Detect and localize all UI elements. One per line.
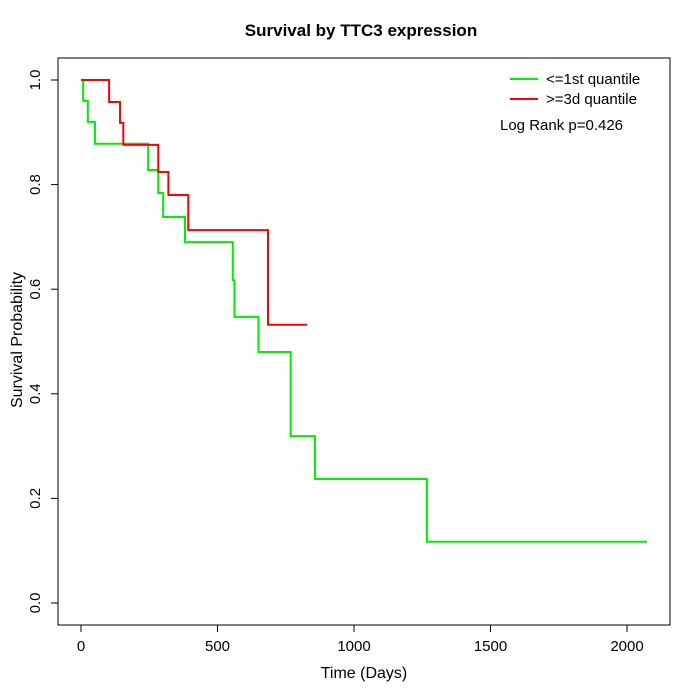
x-axis-ticks: 0 500 1000 1500 2000 bbox=[77, 625, 644, 655]
y-tick-label: 0.2 bbox=[27, 488, 44, 509]
y-tick-label: 0.4 bbox=[27, 383, 44, 404]
x-tick-label: 500 bbox=[205, 638, 230, 655]
legend-label-high-quantile: >=3d quantile bbox=[546, 91, 637, 108]
y-axis-ticks: 0.0 0.2 0.4 0.6 0.8 1.0 bbox=[27, 70, 58, 614]
x-axis-label: Time (Days) bbox=[321, 665, 408, 682]
x-tick-label: 0 bbox=[77, 638, 85, 655]
y-tick-label: 0.6 bbox=[27, 279, 44, 300]
x-tick-label: 1000 bbox=[337, 638, 370, 655]
legend-label-low-quantile: <=1st quantile bbox=[546, 71, 640, 88]
plot-border bbox=[57, 57, 671, 626]
y-tick-label: 0.8 bbox=[27, 174, 44, 195]
series-curve-0 bbox=[81, 79, 647, 543]
y-axis-label: Survival Probability bbox=[9, 272, 26, 408]
chart-title: Survival by TTC3 expression bbox=[245, 21, 477, 40]
x-tick-label: 2000 bbox=[610, 638, 643, 655]
survival-curves bbox=[81, 79, 647, 543]
y-tick-label: 0.0 bbox=[27, 593, 44, 614]
x-tick-label: 1500 bbox=[474, 638, 507, 655]
log-rank-pvalue: Log Rank p=0.426 bbox=[500, 117, 623, 134]
series-curve-1 bbox=[81, 79, 308, 326]
y-tick-label: 1.0 bbox=[27, 70, 44, 91]
legend: <=1st quantile >=3d quantile Log Rank p=… bbox=[500, 71, 640, 134]
